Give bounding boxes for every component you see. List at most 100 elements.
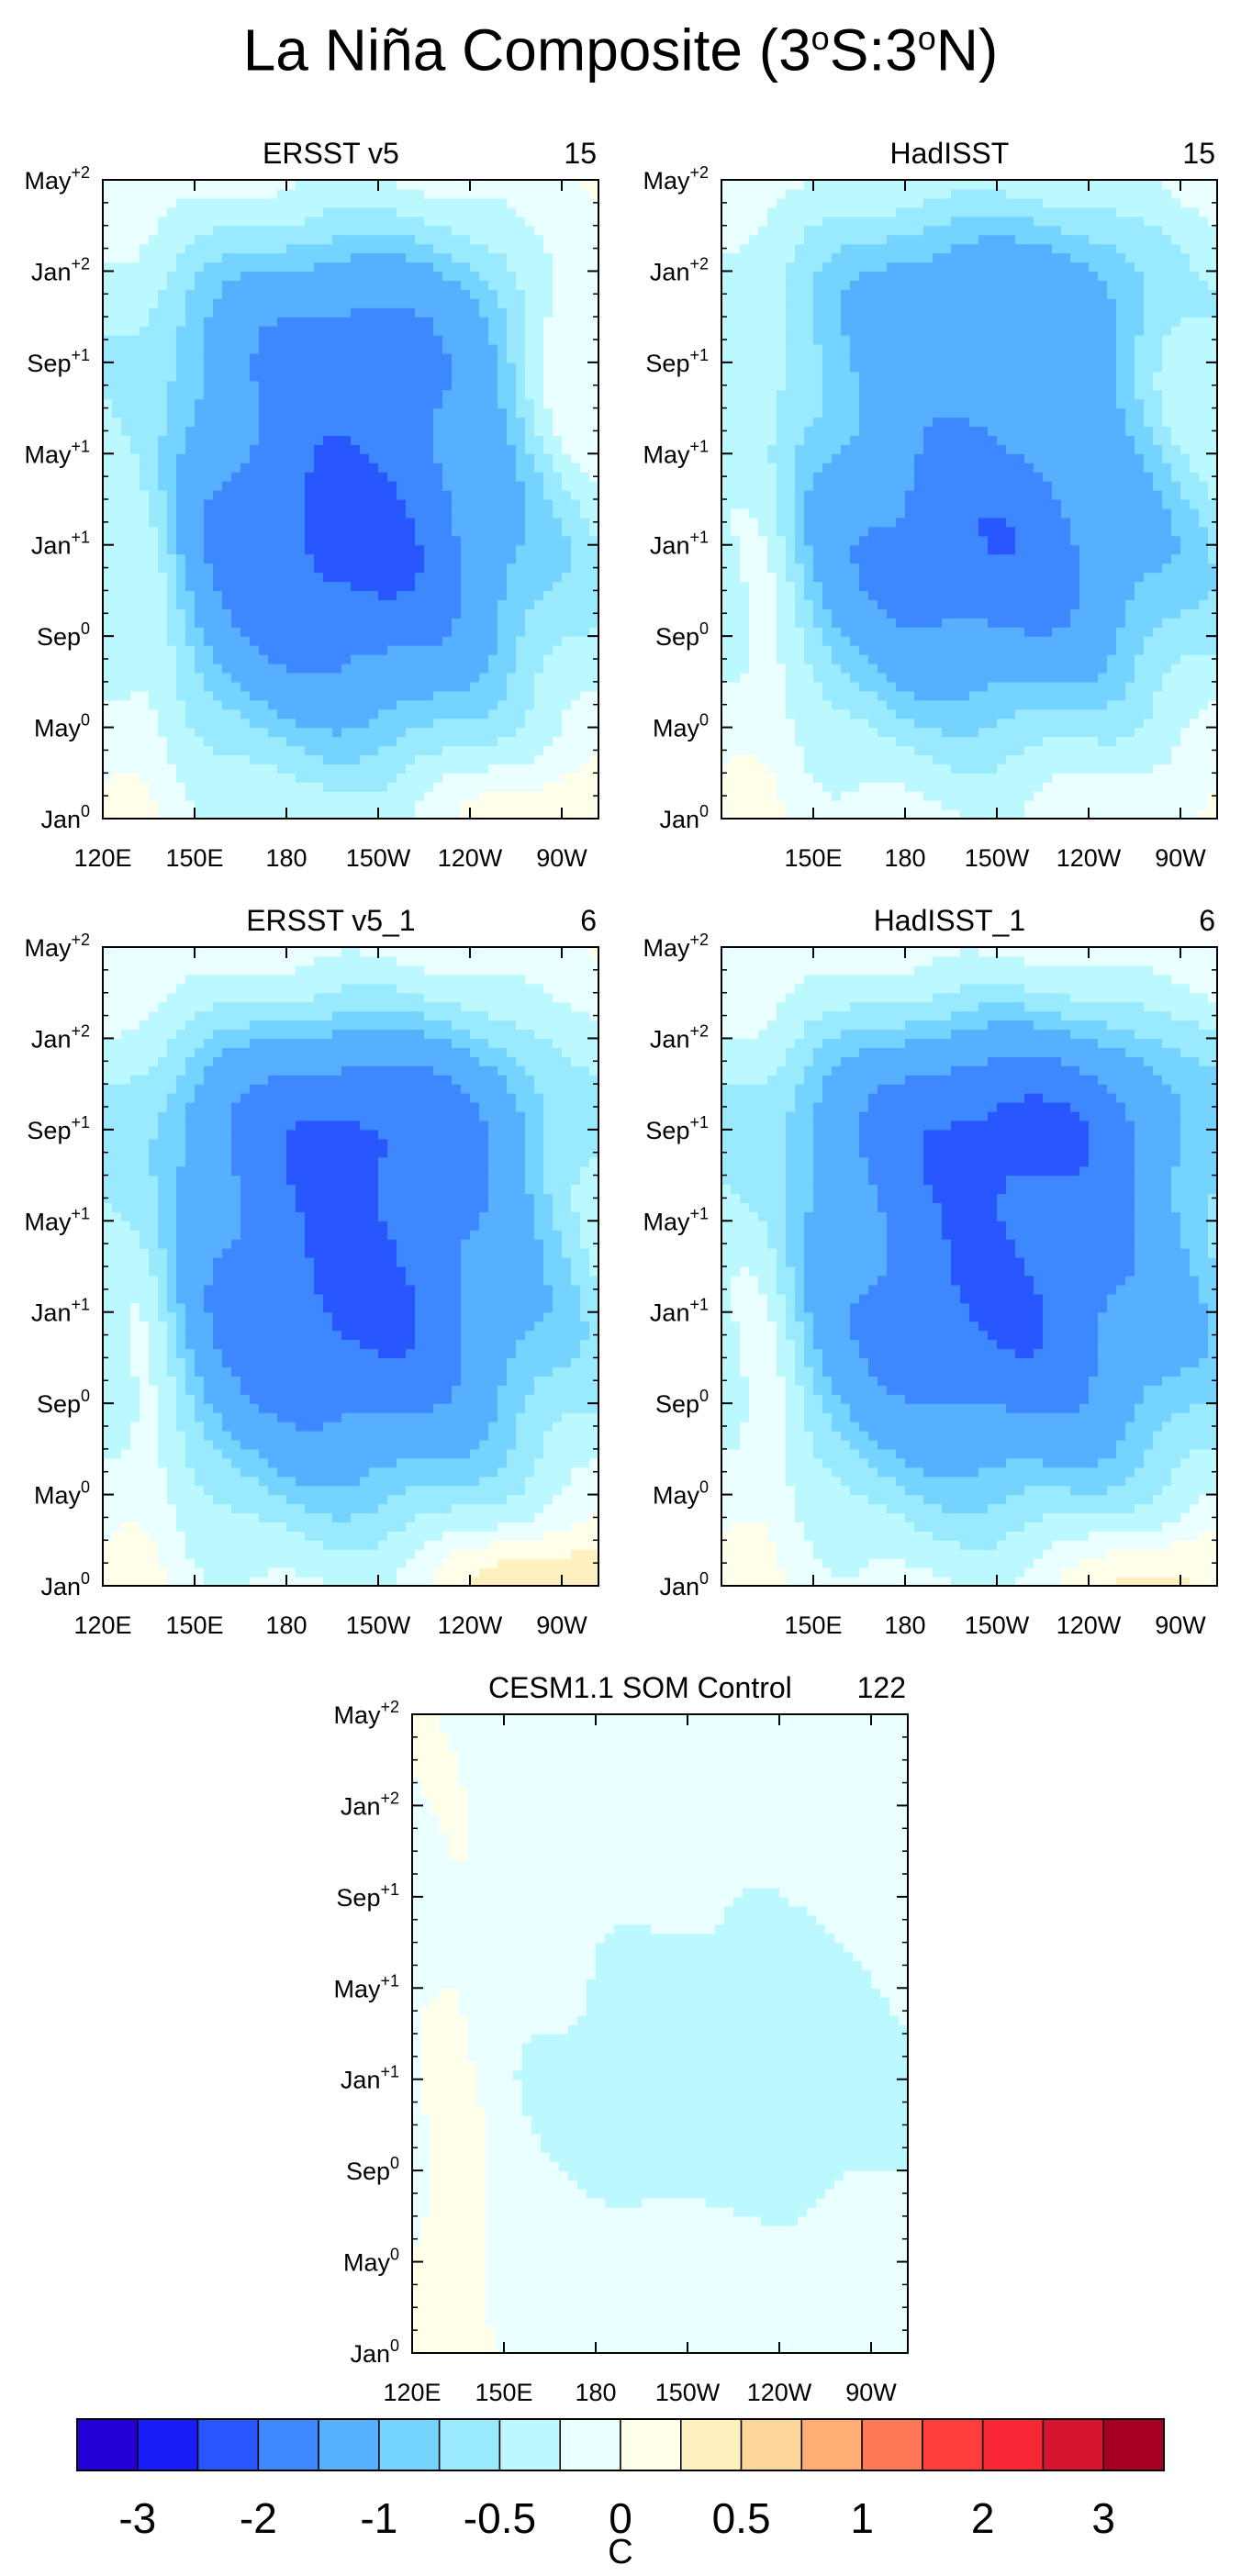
- y-tick-label: May0: [34, 1478, 90, 1510]
- x-tick-label: 150E: [165, 844, 223, 872]
- x-tick-label: 90W: [1155, 1611, 1206, 1639]
- y-tick-label: May+1: [333, 1971, 399, 2002]
- colorbar-unit: C: [608, 2533, 632, 2571]
- colorbar-box: [740, 2418, 803, 2471]
- y-tick-label: Jan+1: [650, 1296, 709, 1327]
- colorbar-box: [137, 2418, 199, 2471]
- x-tick-label: 180: [265, 1611, 307, 1639]
- y-tick-label: Jan+1: [650, 529, 709, 560]
- panel-4-title: HadISST_1: [874, 904, 1025, 937]
- panel-1-title: ERSST v5: [263, 137, 399, 170]
- colorbar-box: [498, 2418, 561, 2471]
- colorbar-box: [1042, 2418, 1104, 2471]
- x-tick-label: 120W: [1057, 1611, 1122, 1639]
- panel-1: ERSST v5 15 120E 150E 180 150W 120W 90W Jan0 May0…: [24, 137, 599, 872]
- colorbar-box: [438, 2418, 501, 2471]
- y-tick-label: Sep0: [655, 619, 709, 651]
- y-tick-label: May+1: [24, 437, 90, 468]
- panel-2-field: [721, 180, 1218, 820]
- panel-4-count: 6: [1199, 904, 1215, 937]
- y-tick-label: May0: [343, 2246, 399, 2277]
- x-tick-label: 120W: [1057, 844, 1122, 872]
- panel-5: CESM1.1 SOM Control 122 120E 150E 180 150W 120…: [333, 1671, 909, 2406]
- y-tick-label: May+1: [643, 437, 709, 468]
- y-tick-label: Jan0: [40, 802, 90, 833]
- x-tick-label: 90W: [1155, 844, 1206, 872]
- panel-3-field: [103, 947, 599, 1587]
- panel-2-count: 15: [1182, 137, 1215, 170]
- x-tick-label: 150W: [346, 1611, 411, 1639]
- y-tick-label: Jan+2: [341, 1789, 399, 1820]
- panel-5-field: [412, 1714, 909, 2354]
- y-tick-label: Jan+2: [31, 254, 90, 285]
- colorbar-box: [318, 2418, 380, 2471]
- panel-5-title: CESM1.1 SOM Control: [488, 1671, 792, 1704]
- colorbar-box: [76, 2418, 139, 2471]
- x-tick-label: 120E: [73, 844, 131, 872]
- y-tick-label: May+2: [333, 1698, 399, 1729]
- colorbar-frame: [76, 2418, 1165, 2471]
- x-tick-label: 120W: [438, 844, 503, 872]
- x-tick-label: 150E: [784, 844, 842, 872]
- y-tick-label: May+2: [643, 163, 709, 195]
- x-tick-label: 180: [575, 2379, 616, 2406]
- colorbar-box: [800, 2418, 863, 2471]
- panel-1-count: 15: [564, 137, 597, 170]
- x-tick-label: 120E: [73, 1611, 131, 1639]
- x-tick-label: 150E: [475, 2379, 532, 2406]
- colorbar-label: 0.5: [712, 2494, 771, 2542]
- y-tick-label: Sep+1: [27, 346, 90, 377]
- colorbar-box: [680, 2418, 743, 2471]
- x-tick-label: 180: [265, 844, 307, 872]
- colorbar-label: 2: [971, 2494, 995, 2542]
- x-tick-label: 150W: [655, 2379, 721, 2406]
- x-tick-label: 150W: [965, 844, 1030, 872]
- y-tick-label: Jan+2: [650, 254, 709, 285]
- y-tick-label: Jan0: [40, 1569, 90, 1600]
- colorbar-label: 1: [850, 2494, 874, 2542]
- x-tick-label: 150W: [346, 844, 411, 872]
- colorbar-label: -1: [360, 2494, 397, 2542]
- x-tick-label: 150E: [784, 1611, 842, 1639]
- colorbar-box: [620, 2418, 682, 2471]
- y-tick-label: May+1: [24, 1204, 90, 1235]
- y-tick-label: Jan+2: [31, 1021, 90, 1053]
- y-tick-label: Sep0: [37, 1387, 90, 1418]
- y-tick-label: Sep0: [37, 619, 90, 651]
- colorbar-box: [378, 2418, 441, 2471]
- x-tick-label: 180: [884, 844, 925, 872]
- colorbar-box: [1102, 2418, 1165, 2471]
- x-tick-label: 150E: [165, 1611, 223, 1639]
- x-tick-label: 180: [884, 1611, 925, 1639]
- colorbar-box: [861, 2418, 923, 2471]
- colorbar-label: -0.5: [464, 2494, 536, 2542]
- colorbar-label: -3: [118, 2494, 156, 2542]
- y-tick-label: May+1: [643, 1204, 709, 1235]
- y-tick-label: Jan0: [659, 802, 709, 833]
- y-tick-label: Jan+1: [341, 2063, 399, 2094]
- colorbar-box: [196, 2418, 260, 2471]
- y-tick-label: May0: [653, 711, 709, 742]
- y-tick-label: Jan+1: [31, 1296, 90, 1327]
- y-tick-label: Sep0: [655, 1387, 709, 1418]
- x-tick-label: 120E: [383, 2379, 441, 2406]
- panel-3: ERSST v5_1 6 120E 150E 180 150W 120W 90W Jan0 May…: [24, 904, 599, 1639]
- y-tick-label: Sep+1: [336, 1880, 399, 1912]
- y-tick-label: May+2: [24, 931, 90, 962]
- x-tick-label: 90W: [536, 1611, 587, 1639]
- panel-5-count: 122: [857, 1671, 906, 1704]
- page-title: La Niña Composite (3oS:3oN): [242, 17, 999, 84]
- panel-2: HadISST 15 150E 180 150W 120W 90W Jan0 May0 Sep0 J…: [643, 137, 1218, 872]
- panel-4: HadISST_1 6 150E 180 150W 120W 90W Jan0 May0 Sep0…: [643, 904, 1218, 1639]
- colorbar: -3 -2 -1 -0.5 0 0.5 1 2 3 C: [76, 2418, 1165, 2571]
- colorbar-label: 0: [609, 2494, 632, 2542]
- x-tick-label: 90W: [845, 2379, 897, 2406]
- y-tick-label: Jan+1: [31, 529, 90, 560]
- panel-2-title: HadISST: [889, 137, 1009, 170]
- x-tick-label: 150W: [965, 1611, 1030, 1639]
- y-tick-label: Sep+1: [645, 1113, 709, 1144]
- x-tick-label: 90W: [536, 844, 587, 872]
- colorbar-box: [922, 2418, 984, 2471]
- y-tick-label: May+2: [24, 163, 90, 195]
